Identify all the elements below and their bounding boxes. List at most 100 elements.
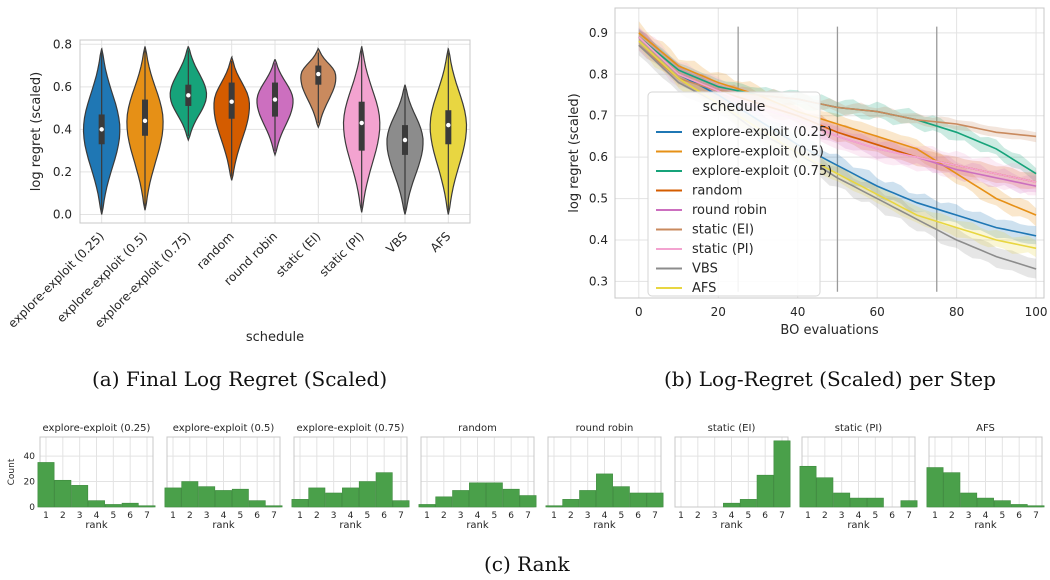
x-tick-label: 7 <box>652 511 658 521</box>
bar-rank-5 <box>358 481 376 508</box>
caption-c: (c) Rank <box>484 552 570 576</box>
violin-median-dot <box>446 122 451 128</box>
legend-entry-round-robin: round robin <box>692 203 767 218</box>
bar-rank-7 <box>900 500 918 508</box>
y-tick-label: 0.4 <box>53 122 72 136</box>
legend-entry-explore-exploit-0-25: explore-exploit (0.25) <box>692 125 832 140</box>
bar-rank-3 <box>960 492 978 508</box>
bar-rank-7 <box>392 500 410 508</box>
x-tick-label: 7 <box>1033 511 1039 521</box>
band-explore-exploit-0-25 <box>638 27 1037 245</box>
bar-rank-4 <box>850 497 867 508</box>
bar-rank-1 <box>164 487 182 508</box>
bar-rank-5 <box>739 499 757 508</box>
x-tick-label: 60 <box>870 305 885 319</box>
x-tick-label: 4 <box>729 511 735 521</box>
x-axis-label: BO evaluations <box>780 323 878 338</box>
x-tick-label: 4 <box>94 511 100 521</box>
violin-iqr-box <box>142 99 148 136</box>
x-tick-label: 6 <box>889 511 895 521</box>
legend-entry-afs: AFS <box>692 281 716 296</box>
x-tick-label: 2 <box>441 511 447 521</box>
violin-median-dot <box>186 93 191 98</box>
bar-rank-4 <box>342 487 359 508</box>
panel-title-explore-exploit-0-75: explore-exploit (0.75) <box>297 423 405 434</box>
bar-rank-3 <box>198 486 216 508</box>
x-tick-label: 6 <box>127 511 133 521</box>
x-tick-label: 1 <box>551 511 557 521</box>
bar-rank-4 <box>215 490 232 508</box>
band-vbs <box>638 35 1037 279</box>
x-tick-label: 3 <box>204 511 210 521</box>
bar-rank-5 <box>104 504 122 508</box>
x-tick-label: 5 <box>364 511 370 521</box>
panel-title-explore-exploit-0-5: explore-exploit (0.5) <box>173 423 275 434</box>
bar-rank-7 <box>646 492 664 508</box>
x-tick-label: 5 <box>237 511 243 521</box>
bar-rank-1 <box>926 467 944 508</box>
x-tick-label: 7 <box>906 511 912 521</box>
y-tick-label: 0.2 <box>53 165 72 179</box>
x-tick-label: 3 <box>585 511 591 521</box>
x-tick-label: 7 <box>779 511 785 521</box>
band-explore-exploit-0-75 <box>638 28 1037 183</box>
plot-frame <box>79 39 471 224</box>
x-tick-label: 3 <box>77 511 83 521</box>
legend-entry-random: random <box>692 184 742 199</box>
x-tick-label: 40 <box>790 305 805 319</box>
x-axis-label: rank <box>339 520 362 530</box>
bar-rank-7 <box>265 505 283 508</box>
bar-rank-2 <box>943 472 961 508</box>
x-tick-label: AFS <box>428 229 454 255</box>
bar-rank-4 <box>596 473 613 508</box>
violin-median-dot <box>402 137 408 143</box>
legend-entry-static-pi: static (PI) <box>692 242 754 257</box>
bar-rank-7 <box>519 495 537 508</box>
bar-rank-1 <box>799 465 817 508</box>
x-tick-label: 3 <box>458 511 464 521</box>
y-tick-label: 0.3 <box>589 274 608 288</box>
legend-entry-explore-exploit-0-5: explore-exploit (0.5) <box>692 145 824 160</box>
bar-rank-3 <box>452 490 470 508</box>
x-tick-label: 2 <box>60 511 66 521</box>
bar-rank-6 <box>1010 504 1028 508</box>
y-tick-label: 0.4 <box>589 233 608 247</box>
bar-rank-2 <box>435 496 453 508</box>
x-tick-label: 1 <box>297 511 303 521</box>
x-tick-label: 4 <box>983 511 989 521</box>
x-tick-label: 7 <box>525 511 531 521</box>
bar-rank-5 <box>993 500 1011 508</box>
bar-rank-4 <box>977 497 994 508</box>
y-axis-label: log regret (scaled) <box>29 72 44 191</box>
x-tick-label: 5 <box>110 511 116 521</box>
x-axis-label: rank <box>847 520 870 530</box>
caption-b: (b) Log-Regret (Scaled) per Step <box>664 367 996 391</box>
x-axis-label: rank <box>593 520 616 530</box>
violin-median-dot <box>99 127 104 132</box>
bar-rank-4 <box>469 482 486 508</box>
bar-rank-3 <box>71 485 89 508</box>
violin-median-dot <box>229 99 234 104</box>
x-tick-label: 4 <box>348 511 354 521</box>
panel-title-static-pi: static (PI) <box>835 423 883 434</box>
panel-title-static-ei: static (EI) <box>708 423 756 434</box>
line-explore-exploit-0-25 <box>638 36 1037 237</box>
x-axis-label: rank <box>974 520 997 530</box>
x-tick-label: 7 <box>271 511 277 521</box>
x-tick-label: 3 <box>839 511 845 521</box>
bar-rank-2 <box>308 487 326 508</box>
x-tick-label: 2 <box>314 511 320 521</box>
x-tick-label: 5 <box>999 511 1005 521</box>
x-tick-label: 3 <box>712 511 718 521</box>
x-tick-label: 4 <box>856 511 862 521</box>
line-chart: 0 20 40 60 80 100 0.3 0.4 0.5 0.6 0.7 0.8 0.9 schedul… <box>567 7 1048 338</box>
line-static-ei <box>638 44 1037 138</box>
violin-median-dot <box>272 97 278 102</box>
plot-frame <box>614 7 1045 299</box>
bar-rank-6 <box>756 474 774 508</box>
bar-rank-2 <box>562 499 580 508</box>
x-axis-label: rank <box>720 520 743 530</box>
x-tick-label: 6 <box>381 511 387 521</box>
bar-rank-4 <box>723 502 740 508</box>
